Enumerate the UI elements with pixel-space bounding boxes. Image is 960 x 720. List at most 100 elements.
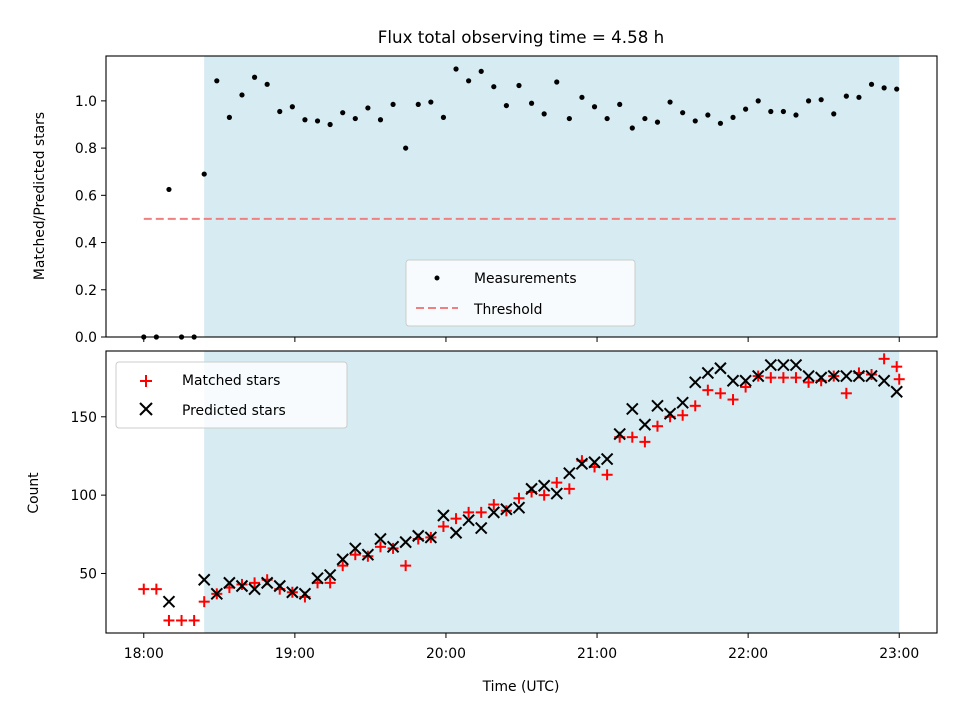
matched-star-point bbox=[138, 583, 150, 595]
measurement-point bbox=[768, 108, 774, 115]
matched-star-point bbox=[765, 372, 777, 384]
predicted-star-point bbox=[840, 369, 853, 383]
predicted-star-point bbox=[336, 553, 349, 566]
matched-star-point bbox=[374, 541, 386, 553]
predicted-star-point-b bbox=[865, 369, 878, 383]
matched-star-point bbox=[198, 596, 210, 608]
predicted-star-point-b bbox=[651, 399, 664, 413]
measurement-point bbox=[403, 145, 409, 151]
predicted-star-point bbox=[663, 407, 677, 420]
predicted-star-point bbox=[789, 358, 803, 372]
matched-star-point bbox=[488, 499, 500, 511]
predicted-star-point-b bbox=[437, 509, 450, 522]
matched-star-point bbox=[714, 387, 726, 399]
measurement-point bbox=[327, 121, 333, 128]
predicted-star-point bbox=[865, 369, 878, 383]
predicted-star-point-b bbox=[512, 501, 526, 514]
predicted-star-point bbox=[777, 358, 790, 372]
x-axis-label: Time (UTC) bbox=[482, 679, 560, 695]
predicted-star-point-b bbox=[323, 568, 337, 582]
predicted-star-point bbox=[739, 374, 752, 387]
matched-star-point bbox=[790, 372, 802, 384]
measurement-point bbox=[340, 110, 346, 116]
predicted-star-point bbox=[475, 521, 488, 535]
bottom-x-tick-label: 23:00 bbox=[879, 646, 919, 662]
measurement-point bbox=[868, 81, 875, 87]
matched-star-point bbox=[878, 353, 890, 365]
measurement-point bbox=[440, 114, 447, 120]
matched-star-point bbox=[463, 506, 475, 518]
measurement-point bbox=[239, 92, 245, 98]
measurement-point bbox=[528, 100, 535, 106]
predicted-star-point-b bbox=[500, 503, 513, 516]
matched-star-point bbox=[601, 469, 613, 481]
predicted-star-point-b bbox=[374, 532, 387, 546]
predicted-star-point-b bbox=[575, 457, 589, 471]
predicted-star-point bbox=[600, 452, 614, 466]
bottom-y-tick-label: 150 bbox=[70, 410, 97, 426]
predicted-star-point-b bbox=[890, 385, 903, 398]
predicted-star-point bbox=[689, 376, 702, 389]
predicted-star-point bbox=[311, 571, 324, 585]
predicted-star-point-b bbox=[726, 374, 740, 387]
predicted-star-point bbox=[361, 548, 375, 561]
predicted-star-point-b bbox=[361, 548, 375, 561]
matched-star-point bbox=[651, 420, 663, 432]
measurement-point bbox=[629, 125, 635, 131]
legend-marker-matched bbox=[140, 375, 152, 387]
predicted-star-point bbox=[537, 479, 551, 492]
bottom-x-tick-label: 18:00 bbox=[124, 646, 164, 662]
measurement-point bbox=[166, 186, 172, 193]
predicted-star-point-b bbox=[663, 407, 677, 420]
predicted-star-point-b bbox=[260, 576, 274, 590]
predicted-star-point-b bbox=[752, 369, 765, 383]
predicted-star-point-b bbox=[537, 479, 551, 492]
bottom-legend: Matched stars Predicted stars bbox=[115, 361, 348, 429]
measurement-point bbox=[818, 97, 824, 103]
legend-label-matched: Matched stars bbox=[182, 373, 280, 389]
top-y-tick-label: 0.4 bbox=[75, 236, 97, 252]
predicted-star-point bbox=[613, 427, 626, 441]
predicted-star-point bbox=[500, 503, 513, 516]
predicted-star-point-b bbox=[162, 595, 176, 608]
top-y-tick-label: 0.6 bbox=[75, 188, 97, 204]
predicted-star-point-b bbox=[286, 586, 299, 599]
measurement-point bbox=[226, 114, 232, 120]
ratio-panel: 0.0 0.2 0.4 0.6 0.8 1.0 Flux total observing … bbox=[32, 27, 938, 346]
predicted-star-point-b bbox=[248, 582, 261, 596]
predicted-star-point-b bbox=[789, 358, 803, 372]
predicted-star-point bbox=[462, 513, 475, 527]
matched-star-point bbox=[163, 614, 175, 626]
predicted-star-point bbox=[714, 362, 727, 375]
predicted-star-point-b bbox=[777, 358, 790, 372]
predicted-star-point bbox=[386, 540, 400, 554]
matched-star-point bbox=[150, 583, 162, 595]
predicted-star-point-b bbox=[739, 374, 752, 387]
measurement-point bbox=[717, 120, 724, 126]
matched-star-point bbox=[387, 542, 399, 554]
predicted-star-point bbox=[550, 487, 563, 500]
predicted-star-point-b bbox=[689, 376, 702, 389]
measurement-point bbox=[780, 108, 786, 115]
top-y-tick-label: 0.2 bbox=[75, 283, 97, 299]
bottom-x-tick-label: 21:00 bbox=[577, 646, 617, 662]
measurement-point bbox=[251, 74, 258, 80]
predicted-star-point bbox=[588, 456, 601, 469]
measurement-point bbox=[214, 78, 220, 84]
matched-star-point bbox=[236, 578, 248, 590]
predicted-star-point bbox=[286, 586, 299, 599]
predicted-star-point-b bbox=[852, 369, 866, 383]
predicted-star-point bbox=[752, 369, 765, 383]
measurement-point bbox=[365, 105, 371, 111]
predicted-star-point bbox=[449, 526, 463, 539]
bottom-y-axis-ticks: 50 100 150 bbox=[70, 410, 106, 582]
predicted-star-point-b bbox=[487, 506, 501, 519]
predicted-star-point-b bbox=[764, 358, 778, 372]
predicted-star-point bbox=[814, 371, 828, 384]
measurement-point bbox=[755, 98, 761, 104]
legend-label-predicted: Predicted stars bbox=[182, 403, 286, 419]
measurement-point bbox=[478, 68, 484, 74]
top-legend-box bbox=[405, 259, 636, 327]
predicted-star-point bbox=[676, 396, 689, 409]
matched-star-point bbox=[337, 560, 349, 572]
